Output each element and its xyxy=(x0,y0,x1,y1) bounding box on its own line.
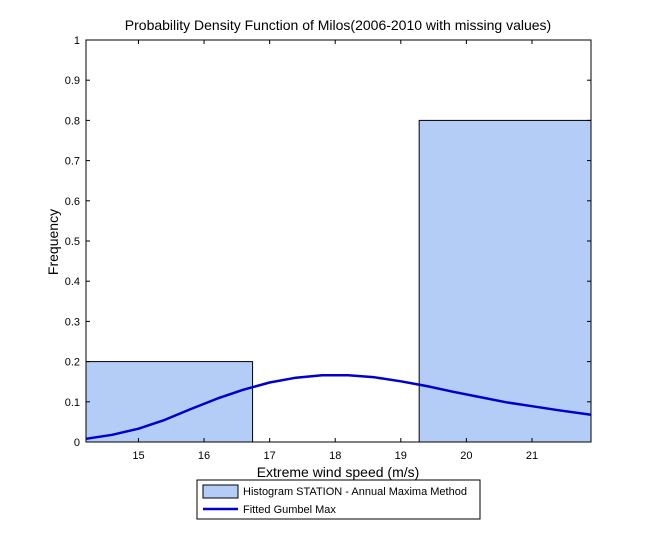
y-tick-label: 0.1 xyxy=(65,397,80,409)
legend-label-gumbel: Fitted Gumbel Max xyxy=(243,504,336,516)
y-tick-label: 0.9 xyxy=(65,75,80,87)
y-tick-label: 0.4 xyxy=(65,276,80,288)
legend-label-histogram: Histogram STATION - Annual Maxima Method xyxy=(243,486,467,498)
histogram-bar-0 xyxy=(85,361,254,443)
y-axis-label: Frequency xyxy=(45,209,61,275)
x-tick-label: 16 xyxy=(198,450,210,462)
y-tick-label: 0.3 xyxy=(65,316,80,328)
y-tick-label: 0.7 xyxy=(65,156,80,168)
chart-title: Probability Density Function of Milos(20… xyxy=(125,17,551,33)
y-tick-label: 0.6 xyxy=(65,196,80,208)
x-axis-label: Extreme wind speed (m/s) xyxy=(257,464,420,480)
x-tick-label: 18 xyxy=(329,450,341,462)
legend: Histogram STATION - Annual Maxima Method… xyxy=(196,479,481,520)
y-tick-label: 0.2 xyxy=(65,357,80,369)
fitted-gumbel-line xyxy=(85,374,592,441)
x-tick-label: 17 xyxy=(264,450,276,462)
y-tick-label: 0 xyxy=(74,437,80,449)
x-tick-label: 15 xyxy=(132,450,144,462)
x-tick-label: 20 xyxy=(460,450,472,462)
x-tick-label: 19 xyxy=(395,450,407,462)
plot-area: 0 0.1 0.2 0.3 0.4 0.5 0.6 0.7 0.8 0.9 1 15 16 17 18 19 2… xyxy=(65,35,592,462)
y-tick-label: 1 xyxy=(74,35,80,47)
histogram-bar-2 xyxy=(418,119,592,443)
legend-swatch-histogram xyxy=(202,484,239,499)
legend-box xyxy=(196,479,481,520)
y-tick-label: 0.5 xyxy=(65,236,80,248)
x-tick-label: 21 xyxy=(526,450,538,462)
y-tick-label: 0.8 xyxy=(65,115,80,127)
